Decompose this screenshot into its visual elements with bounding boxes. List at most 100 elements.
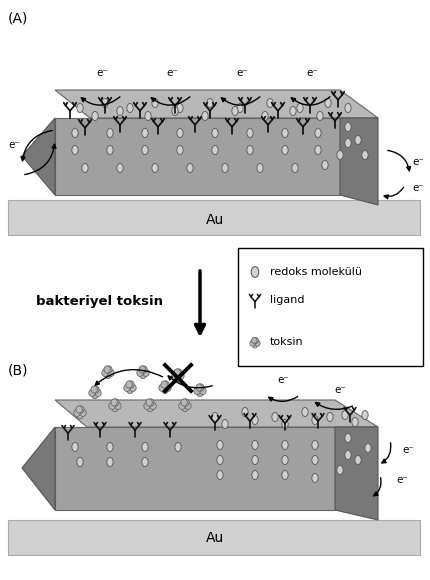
Ellipse shape: [95, 389, 101, 397]
Ellipse shape: [74, 409, 80, 416]
Ellipse shape: [104, 366, 110, 373]
Ellipse shape: [216, 440, 223, 450]
Ellipse shape: [151, 164, 158, 172]
Ellipse shape: [77, 103, 83, 113]
Ellipse shape: [344, 122, 350, 132]
Ellipse shape: [314, 146, 320, 154]
Ellipse shape: [249, 340, 255, 346]
Ellipse shape: [89, 389, 95, 397]
Ellipse shape: [216, 470, 223, 480]
Ellipse shape: [324, 99, 330, 107]
Ellipse shape: [129, 385, 136, 392]
Ellipse shape: [212, 129, 218, 137]
Ellipse shape: [231, 107, 238, 115]
Ellipse shape: [101, 369, 108, 376]
Ellipse shape: [281, 455, 288, 465]
Ellipse shape: [311, 473, 317, 483]
Ellipse shape: [246, 129, 252, 137]
Ellipse shape: [252, 342, 257, 348]
Ellipse shape: [336, 150, 342, 160]
Ellipse shape: [147, 404, 153, 412]
Ellipse shape: [241, 408, 248, 416]
Ellipse shape: [141, 129, 148, 137]
Ellipse shape: [107, 443, 113, 451]
Ellipse shape: [311, 415, 317, 425]
Ellipse shape: [221, 164, 227, 172]
Ellipse shape: [123, 385, 130, 392]
Ellipse shape: [212, 412, 218, 422]
Text: e⁻: e⁻: [96, 68, 108, 78]
Ellipse shape: [316, 111, 322, 121]
Ellipse shape: [77, 411, 83, 419]
Ellipse shape: [92, 392, 98, 398]
Ellipse shape: [172, 372, 178, 379]
Ellipse shape: [72, 129, 78, 137]
Ellipse shape: [181, 399, 187, 406]
Ellipse shape: [108, 369, 114, 376]
Ellipse shape: [172, 107, 178, 115]
Bar: [237, 248, 422, 366]
Polygon shape: [55, 118, 339, 195]
Ellipse shape: [311, 455, 317, 465]
Ellipse shape: [178, 403, 185, 409]
Ellipse shape: [176, 129, 183, 137]
Ellipse shape: [251, 455, 258, 465]
Ellipse shape: [92, 386, 99, 393]
Polygon shape: [22, 427, 55, 510]
Ellipse shape: [105, 366, 112, 373]
Ellipse shape: [341, 411, 347, 419]
Ellipse shape: [175, 443, 181, 451]
Ellipse shape: [107, 146, 113, 154]
Ellipse shape: [162, 381, 169, 388]
Ellipse shape: [252, 338, 258, 343]
Ellipse shape: [197, 384, 203, 391]
Ellipse shape: [101, 99, 108, 107]
Ellipse shape: [138, 366, 145, 373]
Ellipse shape: [91, 386, 97, 393]
Text: (A): (A): [8, 12, 28, 26]
Text: e⁻: e⁻: [305, 68, 317, 78]
Polygon shape: [339, 118, 377, 205]
Ellipse shape: [77, 406, 84, 413]
Polygon shape: [55, 427, 334, 510]
Ellipse shape: [126, 386, 133, 394]
Ellipse shape: [281, 440, 288, 450]
Ellipse shape: [151, 99, 158, 107]
Ellipse shape: [354, 136, 360, 144]
Ellipse shape: [181, 404, 188, 412]
Text: e⁻: e⁻: [166, 68, 178, 78]
Ellipse shape: [92, 111, 98, 121]
Ellipse shape: [361, 411, 367, 419]
Ellipse shape: [174, 369, 180, 376]
Ellipse shape: [301, 408, 307, 416]
Ellipse shape: [72, 443, 78, 451]
Ellipse shape: [111, 399, 117, 406]
Ellipse shape: [281, 470, 288, 480]
Ellipse shape: [216, 455, 223, 465]
Ellipse shape: [281, 419, 288, 429]
Ellipse shape: [200, 387, 206, 394]
Text: e⁻: e⁻: [401, 445, 413, 455]
Ellipse shape: [126, 103, 133, 113]
Ellipse shape: [364, 444, 370, 452]
Ellipse shape: [111, 404, 118, 412]
Ellipse shape: [136, 369, 143, 376]
Ellipse shape: [150, 403, 156, 409]
Ellipse shape: [109, 403, 115, 409]
Ellipse shape: [201, 111, 208, 121]
Polygon shape: [22, 118, 55, 195]
Ellipse shape: [336, 466, 342, 474]
Ellipse shape: [127, 381, 134, 388]
Polygon shape: [334, 427, 377, 520]
Ellipse shape: [177, 372, 184, 379]
Ellipse shape: [251, 266, 258, 277]
Ellipse shape: [296, 103, 302, 113]
Text: bakteriyel toksin: bakteriyel toksin: [37, 295, 163, 309]
Text: e⁻: e⁻: [395, 475, 407, 485]
Text: e⁻: e⁻: [276, 375, 288, 385]
Ellipse shape: [354, 455, 360, 465]
Ellipse shape: [251, 470, 258, 480]
Ellipse shape: [144, 403, 150, 409]
Ellipse shape: [206, 99, 213, 107]
Ellipse shape: [237, 103, 243, 113]
